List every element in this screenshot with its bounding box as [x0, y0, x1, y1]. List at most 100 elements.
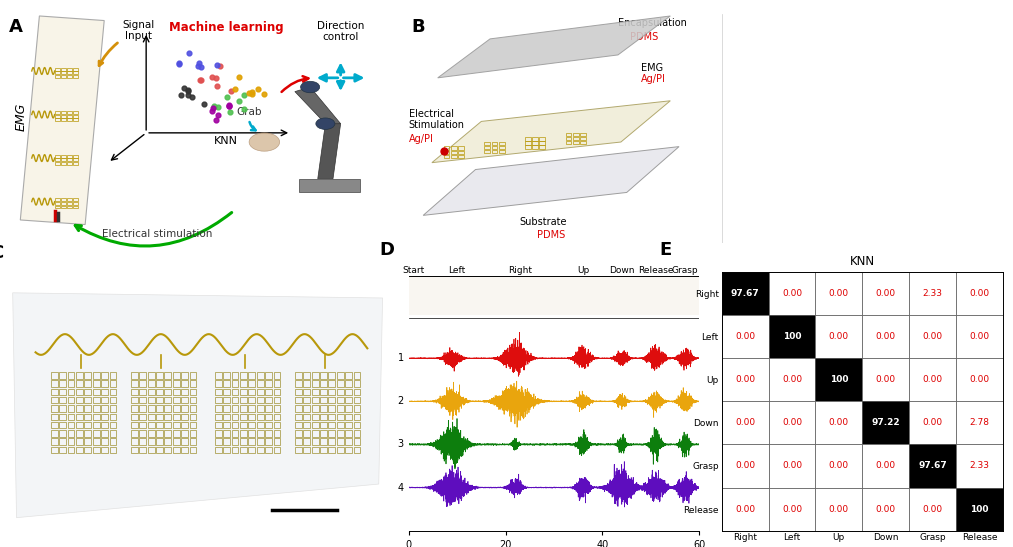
- Bar: [215, 372, 222, 379]
- Bar: [76, 397, 83, 404]
- Text: 4: 4: [398, 482, 404, 492]
- Bar: [232, 422, 238, 428]
- Bar: [721, 358, 769, 401]
- Bar: [256, 397, 263, 404]
- Bar: [164, 389, 171, 395]
- Bar: [956, 487, 1003, 531]
- Bar: [223, 372, 230, 379]
- Text: 0.00: 0.00: [829, 289, 849, 298]
- Bar: [55, 67, 60, 71]
- Bar: [55, 71, 60, 74]
- Text: Encapsulation: Encapsulation: [618, 18, 687, 28]
- Bar: [274, 405, 281, 412]
- Bar: [73, 202, 78, 205]
- Bar: [67, 198, 72, 201]
- Bar: [73, 111, 78, 114]
- Bar: [215, 422, 222, 428]
- Bar: [525, 137, 531, 141]
- Bar: [320, 372, 327, 379]
- Bar: [148, 372, 155, 379]
- Bar: [61, 202, 66, 205]
- Bar: [173, 389, 179, 395]
- Bar: [84, 380, 91, 387]
- Bar: [265, 414, 272, 420]
- Bar: [164, 405, 171, 412]
- Bar: [909, 315, 956, 358]
- Bar: [274, 389, 281, 395]
- Bar: [51, 389, 58, 395]
- Bar: [67, 111, 72, 114]
- Point: [180, 91, 197, 100]
- Text: Start: Start: [402, 266, 424, 275]
- Bar: [109, 372, 116, 379]
- Bar: [140, 446, 146, 453]
- Bar: [580, 137, 586, 140]
- Bar: [156, 397, 163, 404]
- Bar: [131, 414, 138, 420]
- Bar: [240, 372, 247, 379]
- Circle shape: [249, 133, 280, 151]
- Bar: [59, 389, 66, 395]
- Bar: [181, 389, 188, 395]
- Bar: [274, 414, 281, 420]
- Bar: [148, 397, 155, 404]
- Bar: [93, 405, 99, 412]
- Bar: [76, 405, 83, 412]
- Bar: [109, 380, 116, 387]
- Bar: [68, 405, 75, 412]
- Bar: [532, 146, 538, 149]
- Bar: [51, 422, 58, 428]
- Bar: [164, 446, 171, 453]
- Text: 0.00: 0.00: [923, 418, 943, 427]
- Bar: [215, 405, 222, 412]
- Point: [208, 116, 224, 125]
- Bar: [68, 414, 75, 420]
- Bar: [265, 438, 272, 445]
- Point: [170, 59, 186, 68]
- Text: B: B: [411, 18, 425, 36]
- Bar: [189, 430, 197, 437]
- Bar: [173, 397, 179, 404]
- Bar: [215, 380, 222, 387]
- Bar: [721, 272, 769, 315]
- Bar: [73, 118, 78, 121]
- Text: 0.00: 0.00: [782, 462, 802, 470]
- Bar: [109, 422, 116, 428]
- Bar: [164, 422, 171, 428]
- Text: 0.00: 0.00: [829, 462, 849, 470]
- Bar: [769, 487, 815, 531]
- Bar: [109, 438, 116, 445]
- Bar: [295, 380, 302, 387]
- Text: Up: Up: [577, 266, 590, 275]
- Bar: [328, 380, 335, 387]
- Bar: [312, 372, 318, 379]
- Bar: [68, 380, 75, 387]
- Point: [256, 90, 272, 98]
- Point: [184, 93, 201, 102]
- Bar: [721, 444, 769, 487]
- Bar: [148, 422, 155, 428]
- Bar: [532, 141, 538, 145]
- Bar: [769, 315, 815, 358]
- Bar: [76, 422, 83, 428]
- Bar: [295, 422, 302, 428]
- Bar: [336, 438, 343, 445]
- Text: KNN: KNN: [214, 136, 238, 146]
- Bar: [59, 446, 66, 453]
- Bar: [956, 358, 1003, 401]
- Text: 2.78: 2.78: [969, 418, 990, 427]
- Point: [231, 96, 247, 105]
- Text: EMG: EMG: [14, 103, 27, 131]
- Bar: [164, 414, 171, 420]
- Bar: [173, 446, 179, 453]
- Text: 97.67: 97.67: [918, 462, 947, 470]
- Text: 0.00: 0.00: [735, 504, 755, 514]
- Text: PDMS: PDMS: [537, 230, 565, 240]
- Text: D: D: [380, 241, 394, 259]
- Bar: [458, 150, 464, 154]
- Bar: [721, 315, 769, 358]
- Bar: [76, 380, 83, 387]
- Bar: [956, 444, 1003, 487]
- Point: [210, 103, 226, 112]
- Text: Release: Release: [638, 266, 674, 275]
